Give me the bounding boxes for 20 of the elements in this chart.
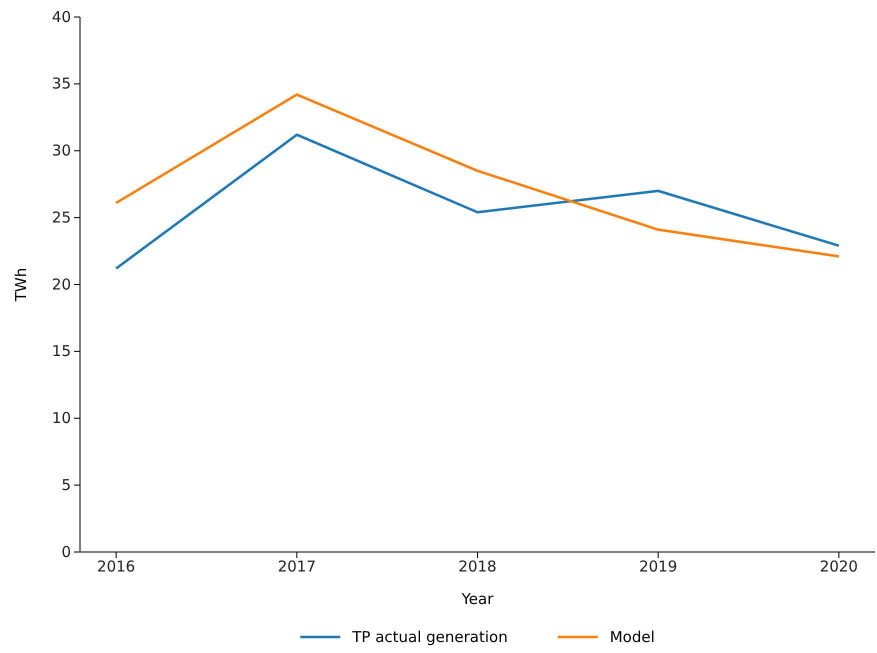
y-tick-label: 30 [52,142,71,160]
y-tick-label: 0 [61,542,71,561]
line-series [114,93,840,258]
y-tick-label: 35 [52,74,71,93]
y-tick-label: 40 [52,8,71,26]
y-tick-label: 15 [52,342,71,360]
line-series [114,133,840,270]
x-tick-label: 2018 [458,558,497,576]
y-axis-title: TWh [12,268,30,302]
x-tick-label: 2020 [820,558,858,576]
legend-label: TP actual generation [351,628,508,646]
y-tick-label: 25 [52,208,71,226]
x-axis-title: Year [460,590,494,608]
y-tick-label: 10 [52,409,71,428]
y-tick-label: 5 [61,476,71,494]
x-tick-label: 2019 [639,558,678,576]
y-tick-label: 20 [52,275,71,294]
legend-label: Model [610,628,655,646]
x-tick-label: 2017 [278,558,316,576]
x-tick-label: 2016 [97,558,136,576]
